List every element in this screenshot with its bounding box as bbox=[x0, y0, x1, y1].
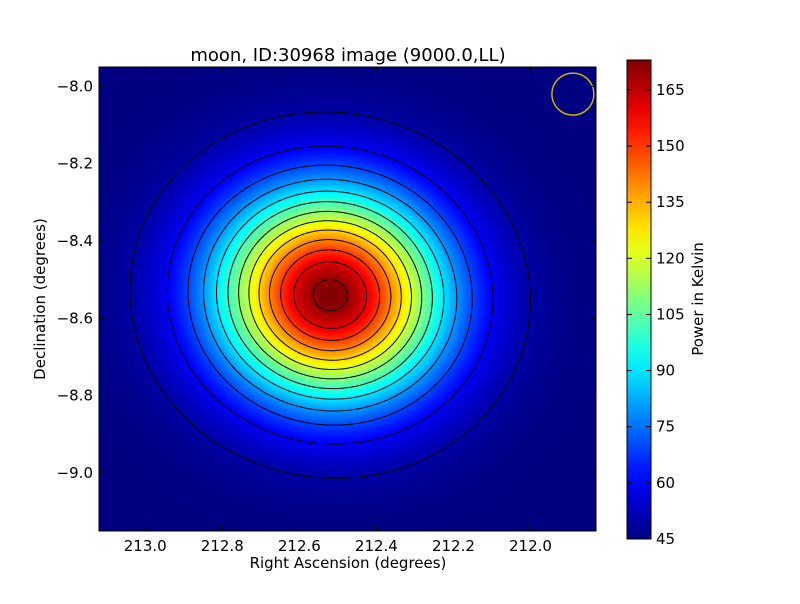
contour-layer bbox=[129, 111, 531, 479]
y-tick-label: −8.8 bbox=[57, 387, 93, 405]
colorbar-tick-label: 60 bbox=[656, 474, 675, 492]
y-axis-label: Declination (degrees) bbox=[31, 218, 49, 380]
contour-line-11 bbox=[293, 261, 368, 329]
x-tick-label: 212.8 bbox=[201, 537, 244, 555]
contour-line-7 bbox=[248, 220, 412, 370]
x-axis: 213.0 212.8 212.6 212.4 212.2 212.0 bbox=[124, 67, 552, 555]
colorbar-tick-label: 150 bbox=[656, 137, 685, 155]
colorbar-tick-label: 105 bbox=[656, 305, 685, 323]
y-tick-label: −8.6 bbox=[57, 309, 93, 327]
colorbar-tick-label: 75 bbox=[656, 418, 675, 436]
colorbar-label: Power in Kelvin bbox=[689, 242, 707, 356]
x-tick-label: 212.6 bbox=[278, 537, 321, 555]
contour-line-10 bbox=[280, 249, 381, 341]
colorbar-tick-label: 165 bbox=[656, 81, 685, 99]
contour-line-4 bbox=[216, 190, 445, 400]
x-tick-label: 212.4 bbox=[355, 537, 398, 555]
colorbar-tick-label: 135 bbox=[656, 193, 685, 211]
y-tick-label: −9.0 bbox=[57, 464, 93, 482]
colorbar-tick-label: 120 bbox=[656, 249, 685, 267]
x-tick-label: 213.0 bbox=[124, 537, 167, 555]
x-tick-label: 212.2 bbox=[432, 537, 475, 555]
plot-frame bbox=[98, 66, 597, 532]
contour-line-12 bbox=[312, 279, 348, 312]
contour-line-1 bbox=[166, 145, 494, 445]
contour-line-0 bbox=[129, 111, 531, 479]
x-tick-label: 212.0 bbox=[509, 537, 552, 555]
y-tick-label: −8.2 bbox=[57, 155, 93, 173]
contour-line-2 bbox=[187, 164, 473, 426]
plot-area bbox=[98, 66, 597, 532]
x-axis-label: Right Ascension (degrees) bbox=[250, 554, 447, 572]
contour-line-5 bbox=[227, 201, 433, 390]
chart-title: moon, ID:30968 image (9000.0,LL) bbox=[190, 45, 505, 66]
colorbar-gradient bbox=[626, 59, 652, 540]
heatmap-image bbox=[99, 67, 596, 531]
y-tick-label: −8.4 bbox=[57, 232, 93, 250]
colorbar: 45 60 75 90 105 120 135 150 165 Power in Kelvin bbox=[626, 59, 707, 548]
y-axis: −8.0 −8.2 −8.4 −8.6 −8.8 −9.0 bbox=[57, 77, 596, 482]
colorbar-tick-label: 45 bbox=[656, 530, 675, 548]
contour-line-6 bbox=[238, 210, 423, 380]
contour-line-9 bbox=[269, 239, 392, 352]
colorbar-ticks: 45 60 75 90 105 120 135 150 165 bbox=[627, 81, 685, 548]
beam-circle bbox=[551, 72, 595, 116]
colorbar-tick-label: 90 bbox=[656, 362, 675, 380]
contour-line-3 bbox=[203, 178, 458, 412]
contour-line-8 bbox=[258, 229, 402, 361]
y-tick-label: −8.0 bbox=[57, 77, 93, 95]
